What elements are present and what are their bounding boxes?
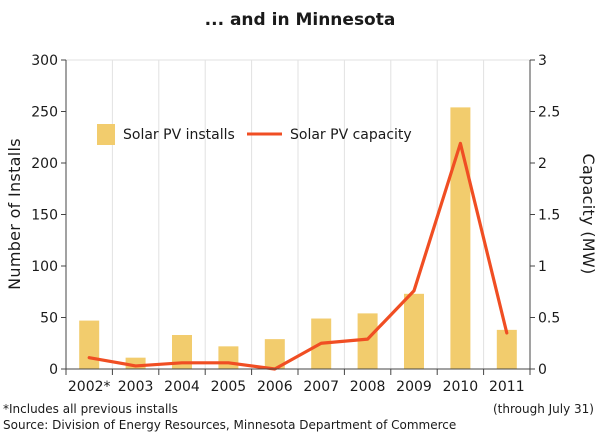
x-tick-label: 2009 [396, 379, 432, 395]
bar [264, 339, 285, 369]
y-axis-title: Number of Installs [5, 138, 24, 290]
line-series [87, 141, 509, 371]
x-axis-ticks: 2002* 2003 2004 2005 2006 2007 2008 2009 2010 201… [65, 369, 531, 395]
footnote-includes: *Includes all previous installs [3, 402, 178, 416]
bar [450, 107, 471, 369]
x-tick-label: 2011 [489, 379, 525, 395]
bar [172, 335, 192, 369]
legend-swatch-installs [97, 124, 115, 145]
bar [79, 320, 100, 369]
grid-lines [66, 59, 530, 369]
x-tick-label: 2003 [118, 379, 154, 395]
y2-tick-label: 2.5 [538, 105, 560, 121]
bar [404, 293, 424, 369]
bar-series [79, 107, 517, 369]
y2-tick-label: 0.5 [538, 311, 560, 327]
right-axis-ticks: 0 0.5 1 1.5 2 2.5 3 [530, 53, 560, 378]
y-tick-label: 0 [49, 362, 58, 378]
x-tick-label: 2005 [211, 379, 247, 395]
y2-tick-label: 1.5 [538, 208, 560, 224]
y2-axis-title: Capacity (MW) [579, 153, 598, 274]
y2-tick-label: 1 [538, 259, 547, 275]
x-tick-label: 2002* [68, 379, 111, 395]
x-tick-label: 2010 [443, 379, 479, 395]
chart-title: ... and in Minnesota [205, 10, 396, 30]
x-tick-label: 2006 [257, 379, 293, 395]
y-tick-label: 150 [31, 208, 58, 224]
y-tick-label: 200 [31, 156, 58, 172]
legend-label-capacity: Solar PV capacity [290, 127, 412, 143]
bar [218, 346, 239, 369]
y2-tick-label: 2 [538, 156, 547, 172]
y-tick-label: 300 [31, 53, 58, 69]
y2-tick-label: 3 [538, 53, 547, 69]
x-tick-label: 2007 [303, 379, 339, 395]
source-note: Source: Division of Energy Resources, Mi… [3, 418, 457, 432]
x-tick-label: 2004 [164, 379, 200, 395]
footnote-through: (through July 31) [493, 402, 594, 416]
y-tick-label: 250 [31, 105, 58, 121]
y-tick-label: 50 [40, 311, 58, 327]
x-tick-label: 2008 [350, 379, 386, 395]
legend: Solar PV installs Solar PV capacity [97, 124, 412, 145]
bar [357, 313, 378, 369]
legend-label-installs: Solar PV installs [123, 127, 235, 143]
capacity-line [87, 141, 509, 371]
bar [496, 329, 517, 369]
y2-tick-label: 0 [538, 362, 547, 378]
y-tick-label: 100 [31, 259, 58, 275]
left-axis-ticks: 0 50 100 150 200 250 300 [31, 53, 66, 378]
bar [125, 357, 146, 369]
